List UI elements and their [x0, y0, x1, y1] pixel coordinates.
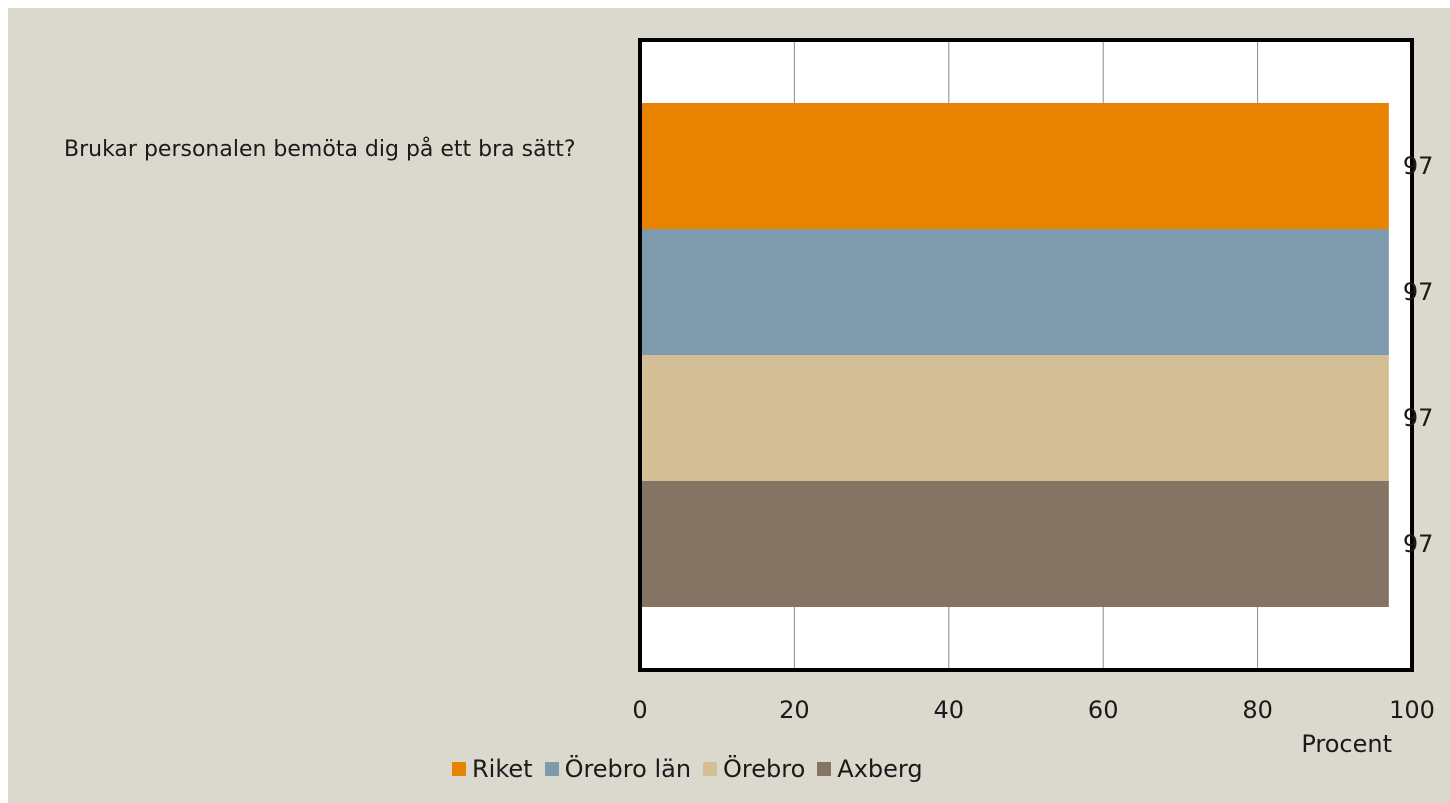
x-tick-label: 20 [779, 696, 810, 724]
bars [640, 103, 1389, 607]
x-tick-label: 40 [934, 696, 965, 724]
bar--rebro-l-n [640, 229, 1389, 355]
legend-label: Örebro län [564, 755, 692, 783]
data-label: 97 [1403, 404, 1434, 432]
bar-riket [640, 103, 1389, 229]
data-label: 97 [1403, 530, 1434, 558]
legend-label: Örebro [723, 755, 806, 783]
x-tick-label: 100 [1389, 696, 1435, 724]
legend-label: Axberg [837, 755, 923, 783]
data-label: 97 [1403, 152, 1434, 180]
legend-swatch [817, 762, 832, 776]
legend-swatch [703, 762, 718, 776]
legend: Riket Örebro län Örebro Axberg [452, 755, 935, 783]
legend-swatch [452, 762, 466, 776]
legend-item: Riket [452, 755, 533, 783]
x-axis-title: Procent [1301, 730, 1392, 758]
legend-item: Örebro [703, 755, 805, 783]
question-label: Brukar personalen bemöta dig på ett bra … [64, 137, 576, 162]
data-label: 97 [1403, 278, 1434, 306]
bar--rebro [640, 355, 1389, 481]
legend-item: Axberg [817, 755, 923, 783]
x-tick-label: 80 [1242, 696, 1273, 724]
x-tick-label: 60 [1088, 696, 1119, 724]
bar-axberg [640, 481, 1389, 607]
legend-item: Örebro län [544, 755, 692, 783]
legend-swatch [544, 762, 559, 776]
plot-border [638, 38, 1414, 672]
legend-label: Riket [472, 755, 533, 783]
data-labels: 97 97 97 97 [1403, 152, 1434, 558]
x-tick-label: 0 [632, 696, 647, 724]
x-axis-ticks: 0 20 40 60 80 100 [632, 696, 1435, 724]
